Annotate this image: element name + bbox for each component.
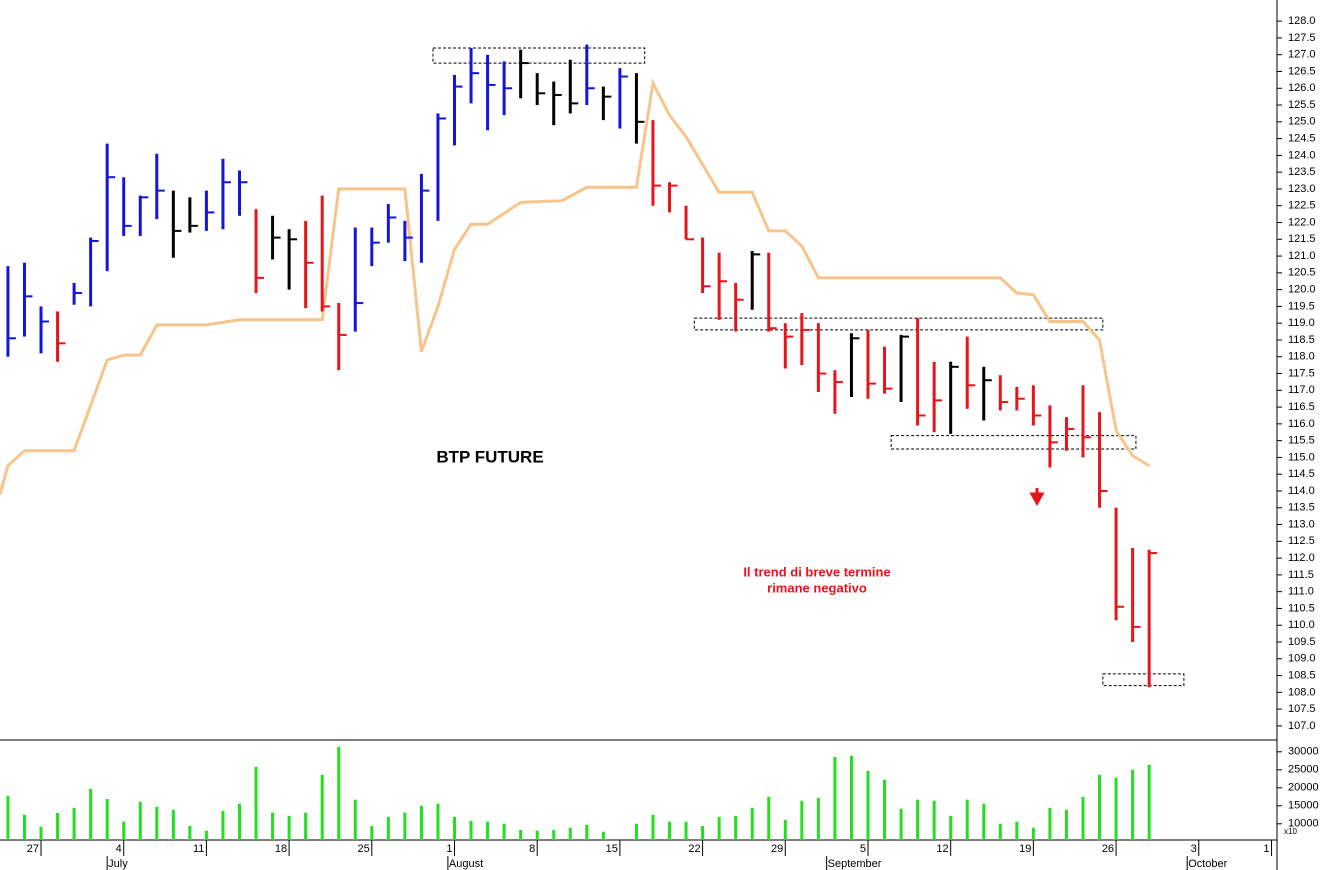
y-tick-label: 113.5: [1288, 502, 1315, 514]
month-label: October: [1188, 858, 1227, 870]
y-tick-label: 112.5: [1288, 535, 1315, 547]
x-tick-label: 11: [193, 843, 204, 855]
x-tick-label: 12: [936, 843, 948, 855]
y-tick-label: 127.0: [1288, 49, 1316, 61]
annotation: Il trend di breve termine: [743, 564, 890, 579]
x-tick-label: 19: [1019, 843, 1031, 855]
y-tick-label: 111.0: [1288, 586, 1314, 598]
y-tick-label: 107.0: [1288, 720, 1316, 732]
x-tick-label: 29: [771, 843, 783, 855]
y-tick-label: 115.5: [1288, 435, 1315, 447]
y-tick-label: 117.0: [1288, 384, 1315, 396]
x-tick-label: 18: [275, 843, 287, 855]
volume-tick-label: 25000: [1288, 764, 1319, 776]
y-tick-label: 119.5: [1288, 300, 1315, 312]
volume-tick-label: 20000: [1288, 782, 1319, 794]
x-tick-label: 3: [1191, 843, 1197, 855]
x-tick-label: 4: [116, 843, 122, 855]
y-tick-label: 125.5: [1288, 99, 1316, 111]
y-tick-label: 108.0: [1288, 686, 1316, 698]
y-tick-label: 120.5: [1288, 267, 1316, 279]
level-box: [432, 47, 646, 64]
y-tick-label: 111.5: [1288, 569, 1314, 581]
y-tick-label: 108.5: [1288, 669, 1316, 681]
y-tick-label: 125.0: [1288, 116, 1316, 128]
y-tick-label: 110.5: [1288, 602, 1315, 614]
stop-line: [0, 78, 1150, 495]
volume-unit: x10: [1284, 827, 1297, 836]
y-tick-label: 116.5: [1288, 401, 1315, 413]
y-tick-label: 115.0: [1288, 451, 1315, 463]
y-tick-label: 118.0: [1288, 351, 1315, 363]
y-tick-label: 118.5: [1288, 334, 1315, 346]
volume-tick-label: 15000: [1288, 800, 1319, 812]
y-tick-label: 114.5: [1288, 468, 1315, 480]
y-tick-label: 122.0: [1288, 216, 1316, 228]
y-tick-label: 126.0: [1288, 82, 1316, 94]
x-tick-label: 22: [688, 843, 700, 855]
x-tick-label: 1: [446, 843, 452, 855]
y-tick-label: 109.0: [1288, 653, 1316, 665]
y-tick-label: 121.0: [1288, 250, 1316, 262]
x-tick-label: 27: [27, 843, 39, 855]
y-tick-label: 107.5: [1288, 703, 1316, 715]
y-tick-label: 122.5: [1288, 200, 1316, 212]
x-tick-label: 1: [1263, 843, 1269, 855]
level-box: [1102, 673, 1185, 687]
month-label: August: [449, 858, 483, 870]
y-tick-label: 127.5: [1288, 32, 1316, 44]
chart-title: BTP FUTURE: [436, 447, 543, 466]
y-tick-label: 117.5: [1288, 367, 1315, 379]
y-tick-label: 120.0: [1288, 284, 1316, 296]
y-tick-label: 110.0: [1288, 619, 1315, 631]
x-tick-label: 15: [606, 843, 618, 855]
y-tick-label: 116.0: [1288, 418, 1315, 430]
y-tick-label: 123.5: [1288, 166, 1316, 178]
volume-tick-label: 10000: [1288, 818, 1319, 830]
y-tick-label: 114.0: [1288, 485, 1315, 497]
x-tick-label: 25: [358, 843, 370, 855]
y-tick-label: 126.5: [1288, 65, 1316, 77]
x-tick-label: 8: [529, 843, 535, 855]
down-arrow: [1029, 488, 1045, 507]
y-tick-label: 109.5: [1288, 636, 1316, 648]
y-tick-label: 128.0: [1288, 15, 1316, 27]
y-tick-label: 124.0: [1288, 149, 1316, 161]
x-tick-label: 26: [1102, 843, 1114, 855]
y-tick-label: 123.0: [1288, 183, 1316, 195]
annotation: rimane negativo: [767, 580, 867, 595]
month-label: September: [828, 858, 882, 870]
level-box: [890, 435, 1137, 450]
y-tick-label: 113.0: [1288, 518, 1315, 530]
y-tick-label: 112.0: [1288, 552, 1315, 564]
x-tick-label: 5: [860, 843, 866, 855]
month-label: July: [108, 858, 128, 870]
y-tick-label: 124.5: [1288, 133, 1316, 145]
y-tick-label: 121.5: [1288, 233, 1316, 245]
volume-tick-label: 30000: [1288, 746, 1319, 758]
y-tick-label: 119.0: [1288, 317, 1315, 329]
